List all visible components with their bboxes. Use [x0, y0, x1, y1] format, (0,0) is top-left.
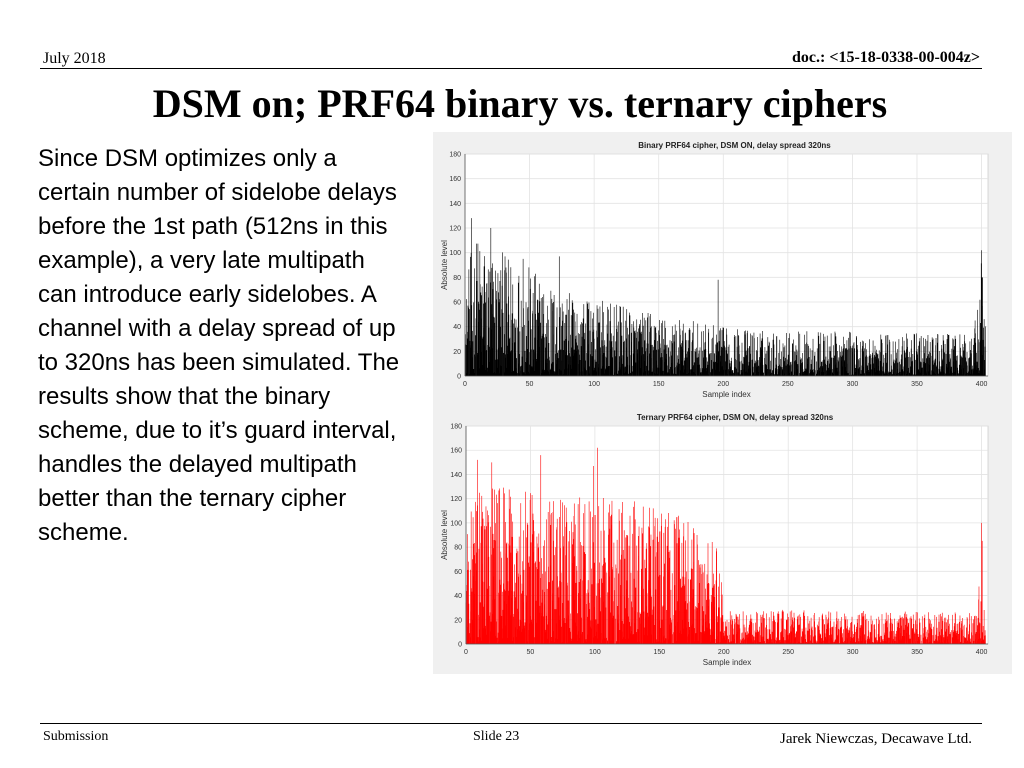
x-tick-label: 250 [782, 649, 794, 656]
x-tick-label: 250 [782, 381, 794, 388]
y-tick-label: 40 [454, 593, 462, 600]
y-tick-label: 0 [457, 374, 461, 381]
y-tick-label: 20 [454, 617, 462, 624]
y-tick-label: 160 [449, 176, 461, 183]
y-tick-label: 120 [449, 226, 461, 233]
x-tick-label: 0 [463, 381, 467, 388]
binary-chart: 0 50 100 150 200 250 300 350 400 0 20 40 60 80 100 120 1… [440, 141, 989, 399]
x-tick-label: 300 [847, 381, 859, 388]
x-tick-label: 350 [911, 381, 923, 388]
binary-chart-panel: 0 50 100 150 200 250 300 350 400 0 20 40 60 80 100 120 1… [433, 132, 1012, 406]
footer-submission: Submission [43, 729, 109, 744]
y-axis-label: Absolute level [440, 510, 449, 560]
x-tick-label: 150 [653, 381, 665, 388]
ternary-chart-panel: 0 50 100 150 200 250 300 350 400 0 20 40 60 80 100 120 1… [433, 406, 1012, 674]
y-axis-label: Absolute level [440, 240, 449, 290]
x-axis-label: Sample index [703, 658, 751, 667]
slide-title: DSM on; PRF64 binary vs. ternary ciphers [152, 81, 888, 126]
x-tick-label: 100 [589, 649, 601, 656]
header-date: July 2018 [43, 50, 106, 67]
x-tick-label: 50 [526, 381, 534, 388]
y-tick-label: 0 [458, 642, 462, 649]
x-tick-label: 0 [464, 649, 468, 656]
y-tick-label: 180 [449, 152, 461, 159]
y-tick-label: 40 [453, 324, 461, 331]
x-axis-label: Sample index [702, 390, 750, 399]
footer-author: Jarek Niewczas, Decawave Ltd. [780, 731, 972, 747]
y-tick-label: 160 [450, 448, 462, 455]
x-tick-label: 150 [653, 649, 665, 656]
footer-divider [40, 723, 982, 724]
chart-title: Ternary PRF64 cipher, DSM ON, delay spre… [637, 413, 834, 422]
y-tick-label: 120 [450, 496, 462, 503]
x-tick-label: 350 [911, 649, 923, 656]
x-tick-label: 100 [588, 381, 600, 388]
header-doc-id: doc.: <15-18-0338-00-004z> [792, 49, 980, 66]
y-tick-label: 20 [453, 349, 461, 356]
y-tick-label: 60 [454, 569, 462, 576]
y-tick-label: 60 [453, 300, 461, 307]
y-tick-label: 80 [454, 545, 462, 552]
y-tick-label: 100 [449, 250, 461, 257]
footer-slide-number: Slide 23 [473, 729, 520, 744]
chart-title: Binary PRF64 cipher, DSM ON, delay sprea… [638, 141, 831, 150]
x-tick-label: 300 [847, 649, 859, 656]
header-divider [40, 68, 982, 69]
x-tick-label: 200 [717, 381, 729, 388]
y-tick-label: 140 [449, 201, 461, 208]
x-tick-label: 200 [718, 649, 730, 656]
y-tick-label: 140 [450, 472, 462, 479]
x-tick-label: 50 [527, 649, 535, 656]
x-tick-label: 400 [976, 381, 988, 388]
x-tick-label: 400 [976, 649, 988, 656]
y-tick-label: 180 [450, 424, 462, 431]
y-tick-label: 100 [450, 520, 462, 527]
ternary-chart: 0 50 100 150 200 250 300 350 400 0 20 40 60 80 100 120 1… [440, 413, 989, 667]
slide-body-text: Since DSM optimizes only a certain numbe… [38, 145, 400, 546]
y-tick-label: 80 [453, 275, 461, 282]
